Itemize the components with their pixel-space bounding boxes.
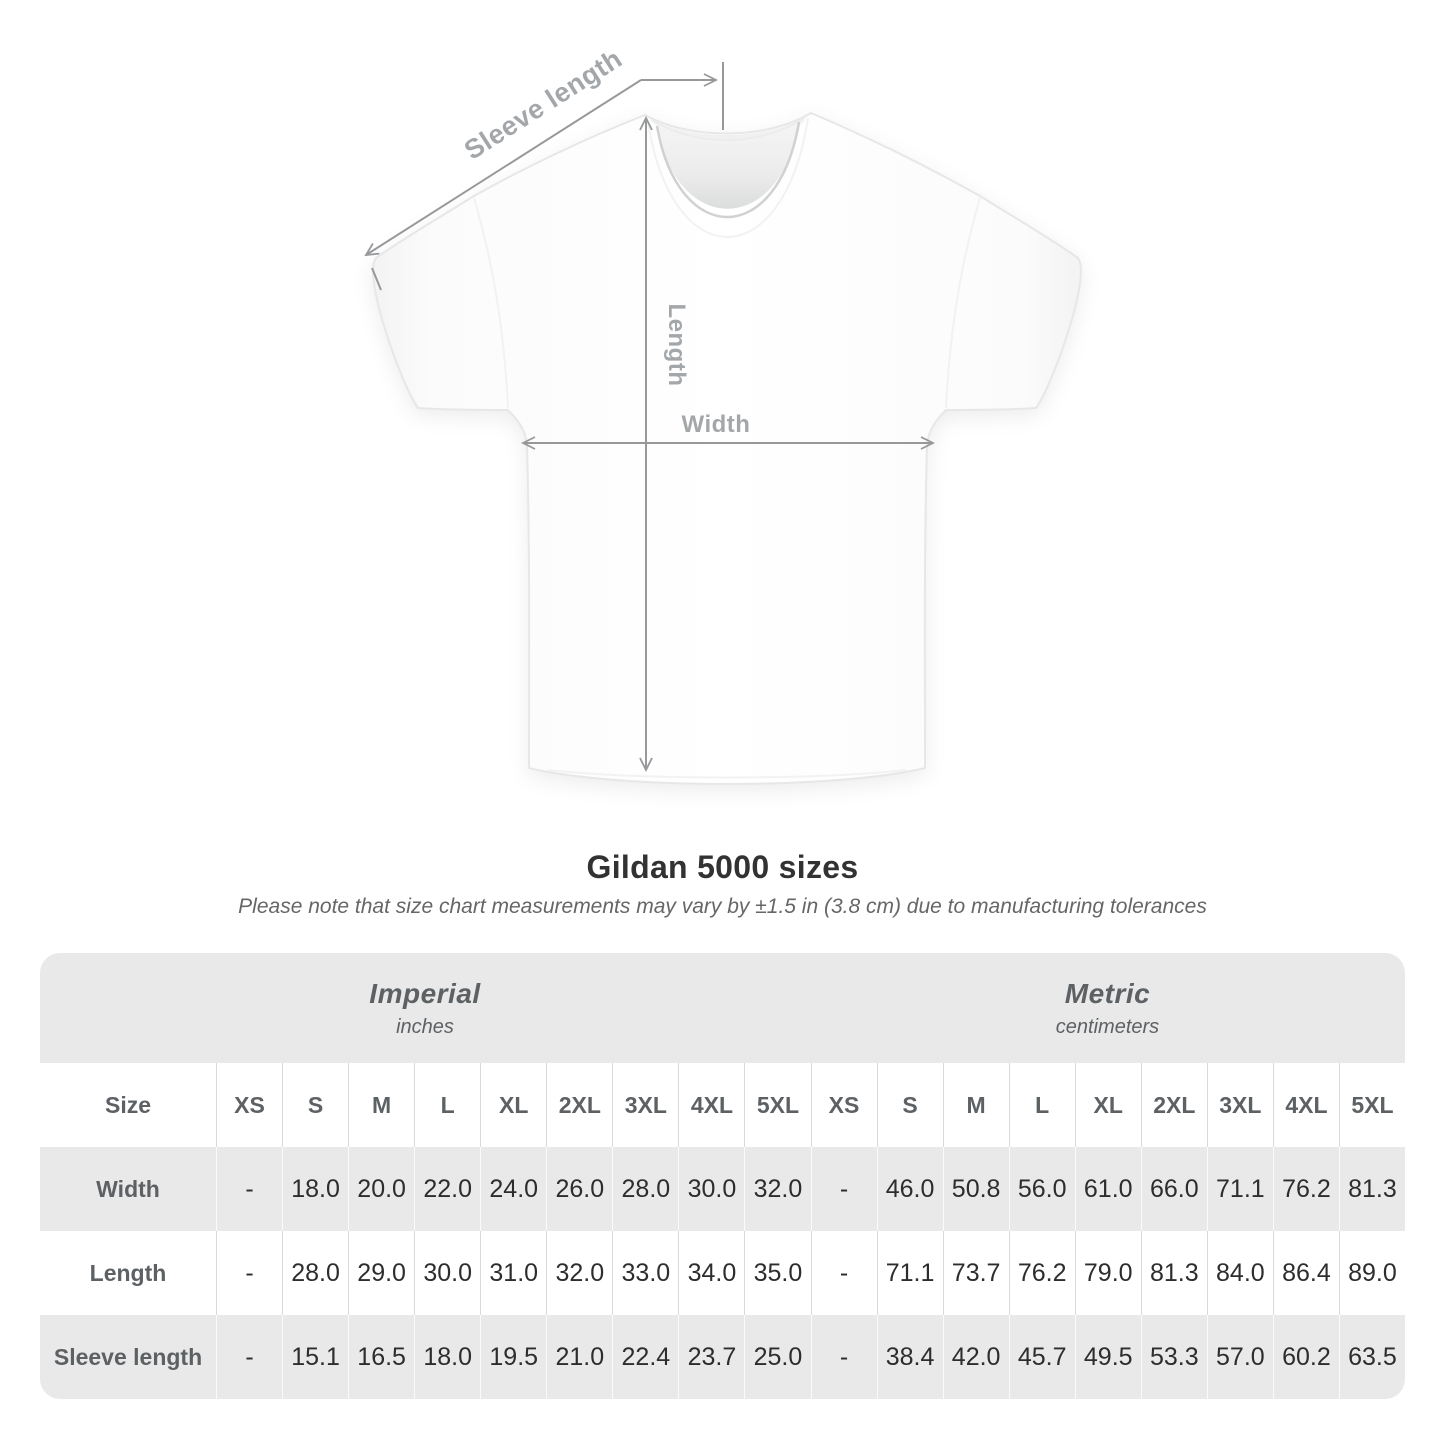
size-cell: 2XL — [546, 1063, 612, 1147]
size-header-label: Size — [104, 1091, 152, 1118]
size-header-row: Size XS S M L XL 2XL 3XL 4XL 5XL XS S M … — [40, 1063, 1405, 1147]
value-cell: 31.0 — [480, 1231, 546, 1315]
value-cell: 18.0 — [414, 1315, 480, 1399]
size-cell: 3XL — [1206, 1063, 1273, 1147]
value-cell: 61.0 — [1074, 1147, 1141, 1231]
size-cell: 4XL — [1272, 1063, 1339, 1147]
value-cell: 63.5 — [1338, 1315, 1405, 1399]
value-cell: 33.0 — [612, 1231, 678, 1315]
length-label: Length — [663, 304, 690, 387]
value-cell: 20.0 — [348, 1147, 414, 1231]
value-cell: - — [810, 1315, 877, 1399]
value-cell: 30.0 — [414, 1231, 480, 1315]
value-cell: 73.7 — [942, 1231, 1009, 1315]
value-cell: 66.0 — [1140, 1147, 1207, 1231]
value-cell: 49.5 — [1074, 1315, 1141, 1399]
value-cell: 34.0 — [678, 1231, 744, 1315]
sleeve-length-arrow — [366, 62, 724, 291]
size-cell: XL — [480, 1063, 546, 1147]
imperial-header: Imperial inches — [40, 953, 810, 1063]
unit-band: Imperial inches Metric centimeters — [40, 953, 1405, 1063]
size-cell: XS — [810, 1063, 877, 1147]
value-cell: - — [810, 1147, 877, 1231]
value-cell: 50.8 — [942, 1147, 1009, 1231]
size-cell: L — [414, 1063, 480, 1147]
size-cell: 3XL — [612, 1063, 678, 1147]
value-cell: 71.1 — [876, 1231, 943, 1315]
value-cell: 32.0 — [546, 1231, 612, 1315]
metric-title: Metric — [1064, 977, 1151, 1009]
value-cell: 22.4 — [612, 1315, 678, 1399]
value-cell: 56.0 — [1008, 1147, 1075, 1231]
value-cell: 76.2 — [1008, 1231, 1075, 1315]
size-cell: M — [348, 1063, 414, 1147]
size-cell: L — [1008, 1063, 1075, 1147]
value-cell: 81.3 — [1338, 1147, 1405, 1231]
value-cell: 15.1 — [282, 1315, 348, 1399]
value-cell: 28.0 — [612, 1147, 678, 1231]
page-title: Gildan 5000 sizes — [586, 849, 859, 885]
table-row-length: Length - 28.0 29.0 30.0 31.0 32.0 33.0 3… — [40, 1231, 1405, 1315]
value-cell: 86.4 — [1272, 1231, 1339, 1315]
value-cell: 81.3 — [1140, 1231, 1207, 1315]
value-cell: 89.0 — [1338, 1231, 1405, 1315]
size-cell: S — [282, 1063, 348, 1147]
row-label: Length — [89, 1259, 167, 1286]
value-cell: - — [216, 1315, 282, 1399]
size-cell: S — [876, 1063, 943, 1147]
value-cell: 29.0 — [348, 1231, 414, 1315]
size-cell: 5XL — [744, 1063, 810, 1147]
value-cell: 32.0 — [744, 1147, 810, 1231]
value-cell: 35.0 — [744, 1231, 810, 1315]
metric-header: Metric centimeters — [810, 953, 1405, 1063]
tshirt-measurement-diagram: Sleeve length Length Width — [0, 43, 1082, 786]
size-table: Imperial inches Metric centimeters Size … — [40, 953, 1405, 1399]
value-cell: 25.0 — [744, 1315, 810, 1399]
value-cell: 23.7 — [678, 1315, 744, 1399]
value-cell: - — [216, 1231, 282, 1315]
size-cell: XS — [216, 1063, 282, 1147]
value-cell: 71.1 — [1206, 1147, 1273, 1231]
size-cell: XL — [1074, 1063, 1141, 1147]
table-row-sleeve-length: Sleeve length - 15.1 16.5 18.0 19.5 21.0… — [40, 1315, 1405, 1399]
value-cell: 30.0 — [678, 1147, 744, 1231]
tshirt-illustration — [372, 111, 1082, 786]
value-cell: 57.0 — [1206, 1315, 1273, 1399]
value-cell: 28.0 — [282, 1231, 348, 1315]
value-cell: 19.5 — [480, 1315, 546, 1399]
value-cell: 53.3 — [1140, 1315, 1207, 1399]
value-cell: 45.7 — [1008, 1315, 1075, 1399]
row-label: Sleeve length — [53, 1343, 203, 1370]
size-cell: 2XL — [1140, 1063, 1207, 1147]
imperial-title: Imperial — [369, 977, 481, 1009]
row-label: Width — [96, 1175, 160, 1202]
value-cell: 18.0 — [282, 1147, 348, 1231]
tolerance-note: Please note that size chart measurements… — [238, 895, 1207, 918]
metric-unit: centimeters — [1055, 1015, 1160, 1038]
imperial-unit: inches — [396, 1015, 454, 1038]
value-cell: 38.4 — [876, 1315, 943, 1399]
value-cell: 24.0 — [480, 1147, 546, 1231]
size-cell: M — [942, 1063, 1009, 1147]
value-cell: 22.0 — [414, 1147, 480, 1231]
size-cell: 4XL — [678, 1063, 744, 1147]
value-cell: 46.0 — [876, 1147, 943, 1231]
value-cell: 16.5 — [348, 1315, 414, 1399]
width-label: Width — [682, 411, 751, 438]
value-cell: - — [810, 1231, 877, 1315]
value-cell: 60.2 — [1272, 1315, 1339, 1399]
value-cell: 42.0 — [942, 1315, 1009, 1399]
table-row-width: Width - 18.0 20.0 22.0 24.0 26.0 28.0 30… — [40, 1147, 1405, 1231]
value-cell: 84.0 — [1206, 1231, 1273, 1315]
value-cell: 26.0 — [546, 1147, 612, 1231]
value-cell: - — [216, 1147, 282, 1231]
value-cell: 76.2 — [1272, 1147, 1339, 1231]
value-cell: 79.0 — [1074, 1231, 1141, 1315]
value-cell: 21.0 — [546, 1315, 612, 1399]
size-cell: 5XL — [1338, 1063, 1405, 1147]
